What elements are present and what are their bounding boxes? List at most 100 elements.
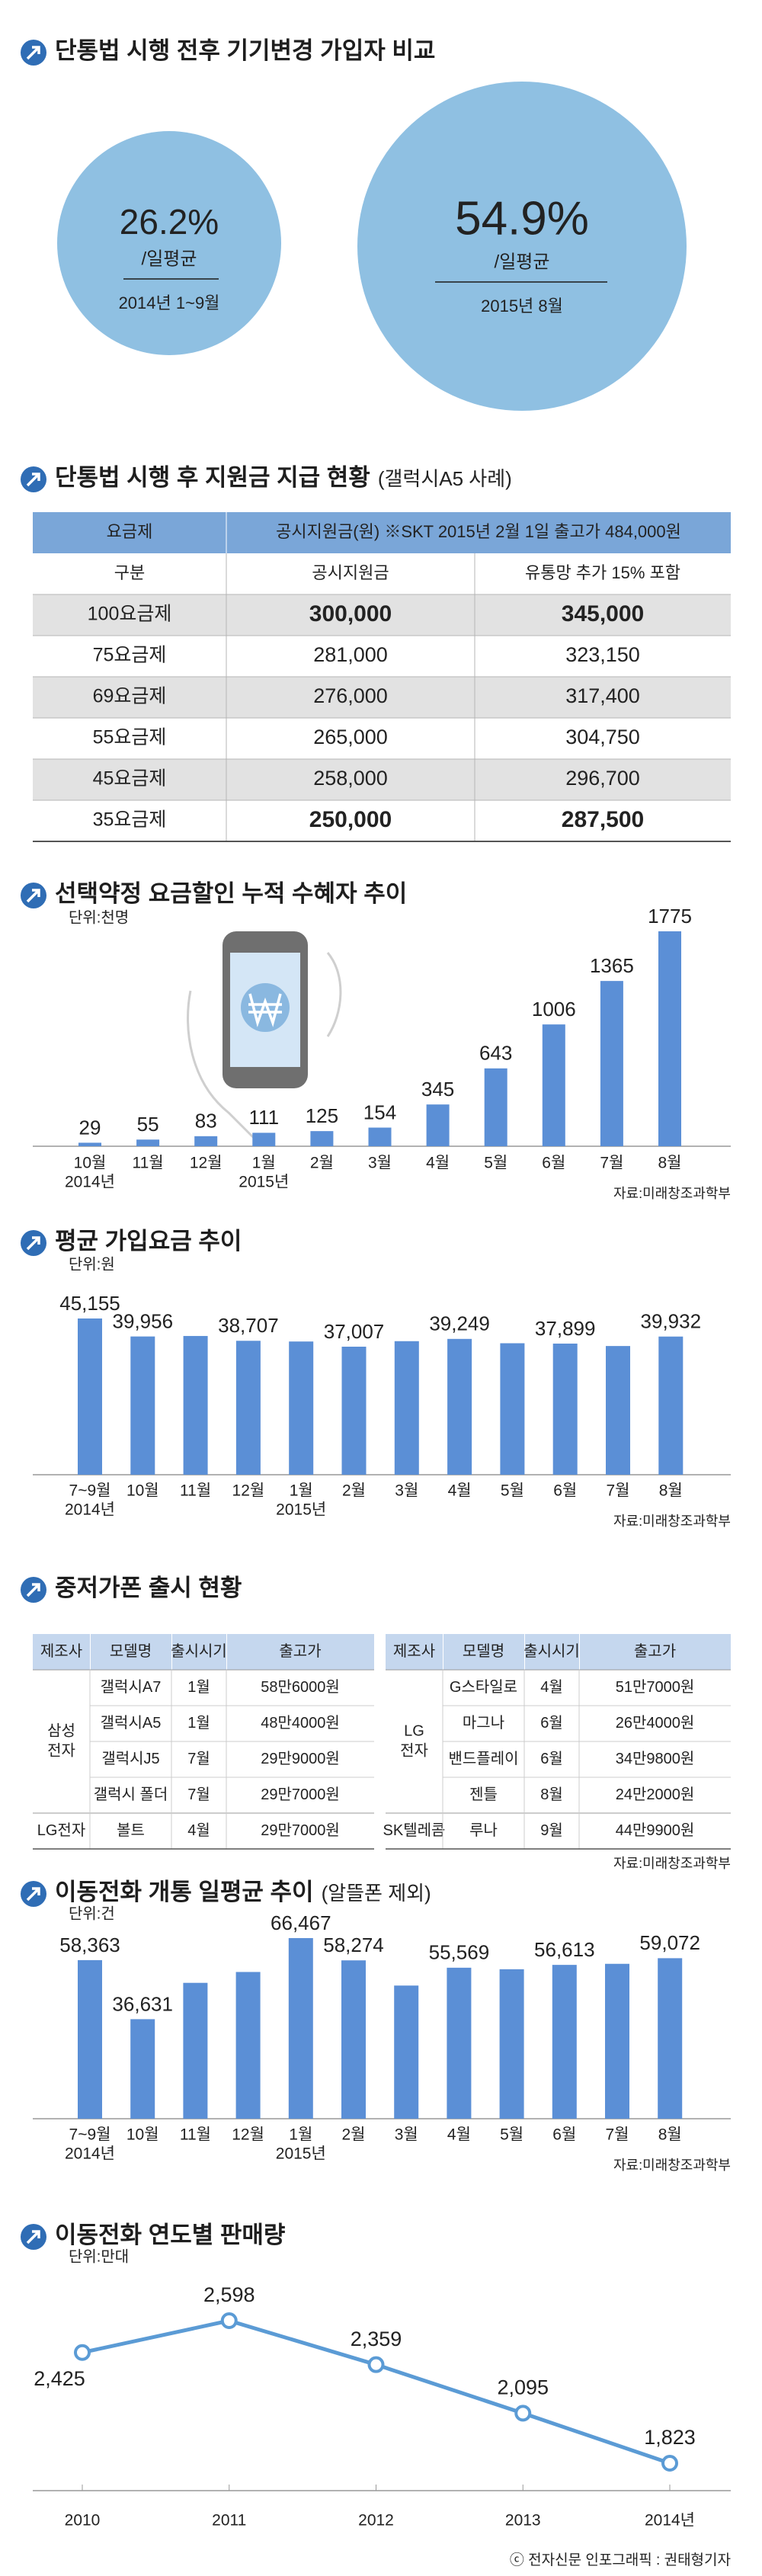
maker-cell: 전자 bbox=[47, 1741, 75, 1759]
table-header bbox=[443, 1634, 524, 1670]
table-cell: 4월 bbox=[540, 1678, 563, 1696]
table-cell: 7월 bbox=[187, 1750, 210, 1767]
source: 자료:미래창조과학부 bbox=[613, 1186, 731, 1201]
bar bbox=[499, 1969, 524, 2119]
value-label: 29 bbox=[79, 1116, 101, 1139]
table-row bbox=[33, 636, 731, 677]
table-cell: 9월 bbox=[540, 1821, 563, 1839]
value-label: 83 bbox=[195, 1110, 217, 1133]
x-tick-label: 2013 bbox=[505, 2512, 541, 2530]
value-label: 2,359 bbox=[351, 2328, 402, 2350]
x-tick-sublabel: 2014년 bbox=[65, 2145, 115, 2163]
x-tick-label: 12월 bbox=[190, 1155, 223, 1172]
x-tick-label: 5월 bbox=[500, 2126, 523, 2144]
value-label: 56,613 bbox=[534, 1938, 595, 1961]
title-icon-arrow bbox=[26, 1887, 40, 1902]
table-header-cell: 모델명 bbox=[110, 1642, 152, 1660]
unit-label: 단위:원 bbox=[69, 1255, 115, 1273]
value-label: 154 bbox=[363, 1101, 396, 1123]
x-tick-label: 5월 bbox=[484, 1155, 507, 1172]
table-row bbox=[33, 677, 731, 718]
value-label: 2,095 bbox=[497, 2376, 549, 2398]
x-tick-label: 2월 bbox=[342, 1482, 366, 1500]
table-cell: 250,000 bbox=[309, 807, 392, 832]
table-cell: 281,000 bbox=[313, 643, 388, 666]
bar bbox=[235, 1341, 261, 1475]
x-tick-label: 3월 bbox=[395, 1482, 418, 1500]
bar bbox=[183, 1335, 208, 1475]
x-tick-sublabel: 2015년 bbox=[276, 2145, 326, 2163]
hand-outline bbox=[187, 952, 342, 1145]
value-label: 45,155 bbox=[59, 1292, 120, 1315]
x-tick-label: 2011 bbox=[212, 2512, 246, 2530]
x-tick-label: 2012 bbox=[358, 2512, 394, 2530]
value-label: 1365 bbox=[590, 954, 634, 977]
bar bbox=[136, 1139, 160, 1146]
value-label: 38,707 bbox=[218, 1314, 279, 1337]
x-tick-label: 12월 bbox=[232, 2126, 264, 2144]
title-icon-arrow bbox=[26, 46, 40, 60]
section-subtitle: (갤럭시A5 사례) bbox=[378, 467, 512, 490]
table-header bbox=[33, 1634, 90, 1670]
table-subheader-cell: 구분 bbox=[114, 563, 145, 582]
table-header bbox=[33, 512, 731, 553]
table-cell: 젠틀 bbox=[469, 1786, 498, 1803]
bar bbox=[341, 1346, 367, 1475]
table-cell: 1월 bbox=[187, 1678, 210, 1696]
table-cell: 345,000 bbox=[562, 601, 644, 626]
table-cell: 6월 bbox=[540, 1750, 563, 1767]
value-label: 55,569 bbox=[429, 1941, 490, 1964]
table-header bbox=[172, 1634, 226, 1670]
bar bbox=[658, 1336, 684, 1475]
x-tick-sublabel: 2015년 bbox=[239, 1174, 289, 1191]
table-cell: 24만2000원 bbox=[616, 1786, 695, 1803]
bar bbox=[542, 1024, 565, 1146]
comparison-period: 2014년 1~9월 bbox=[119, 293, 220, 312]
bar bbox=[426, 1104, 450, 1146]
section-subtitle: (알뜰폰 제외) bbox=[322, 1882, 431, 1905]
x-tick-label: 5월 bbox=[501, 1482, 524, 1500]
table-cell: 4월 bbox=[187, 1821, 210, 1839]
table-header-cell: 출시시기 bbox=[523, 1642, 580, 1660]
bar bbox=[130, 2019, 155, 2119]
won-coin bbox=[241, 983, 290, 1032]
footer: ⓒ 전자신문 인포그래픽 : 권태형기자 bbox=[510, 2552, 731, 2568]
bar bbox=[341, 1960, 366, 2119]
title-icon-arrow bbox=[26, 1583, 40, 1597]
table-cell: 51만7000원 bbox=[616, 1678, 695, 1696]
bar bbox=[288, 1938, 313, 2119]
x-tick-label: 2월 bbox=[310, 1155, 334, 1172]
table-header-cell: 모델명 bbox=[463, 1642, 504, 1660]
table-header bbox=[386, 1634, 443, 1670]
table-cell: 8월 bbox=[540, 1786, 563, 1803]
table-header-cell: 제조사 bbox=[40, 1642, 82, 1660]
bar bbox=[310, 1131, 334, 1146]
table-cell: 287,500 bbox=[562, 807, 644, 832]
value-label: 39,249 bbox=[429, 1312, 490, 1335]
bar bbox=[252, 1133, 276, 1146]
section-title: 이동전화 개통 일평균 추이 bbox=[55, 1879, 314, 1905]
value-label: 39,956 bbox=[113, 1309, 174, 1332]
section-title: 이동전화 연도별 판매량 bbox=[55, 2222, 285, 2248]
table-cell: 258,000 bbox=[313, 767, 388, 790]
table-cell: 35요금제 bbox=[93, 809, 167, 831]
bar bbox=[658, 931, 681, 1146]
x-tick-label: 7월 bbox=[600, 1155, 623, 1172]
x-tick-label: 2010 bbox=[65, 2512, 101, 2530]
x-tick-sublabel: 2014년 bbox=[65, 1501, 115, 1519]
section-title: 중저가폰 출시 현황 bbox=[55, 1575, 242, 1601]
table-cell: G스타일로 bbox=[450, 1678, 517, 1696]
x-tick-label: 1월 bbox=[290, 1482, 313, 1500]
x-tick-label: 8월 bbox=[658, 2126, 682, 2144]
table-cell: 29만7000원 bbox=[261, 1786, 340, 1803]
table-cell: 48만4000원 bbox=[261, 1714, 340, 1732]
unit-label: 단위:만대 bbox=[69, 2248, 129, 2265]
table-subheader-cell: 공시지원금 bbox=[312, 563, 389, 582]
table-header-cell: 출고가 bbox=[634, 1642, 676, 1660]
x-tick-label: 11월 bbox=[133, 1155, 164, 1172]
bar bbox=[78, 1959, 102, 2119]
value-label: 58,274 bbox=[323, 1934, 384, 1956]
value-label: 643 bbox=[479, 1042, 512, 1065]
bar bbox=[394, 1341, 419, 1475]
